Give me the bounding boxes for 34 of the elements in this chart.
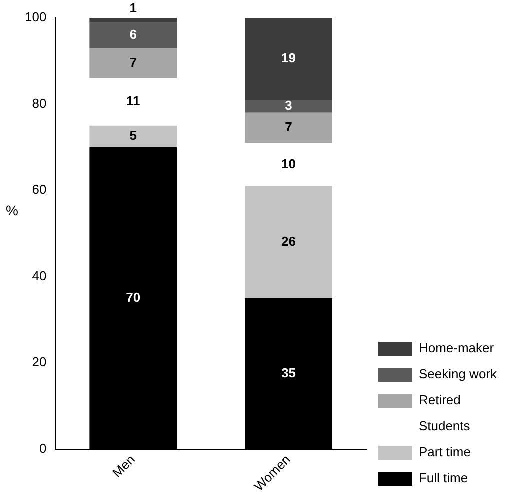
- bar: [90, 48, 178, 78]
- data-label: 10: [282, 156, 296, 172]
- data-label: 7: [285, 120, 292, 135]
- y-axis-title: %: [6, 202, 18, 219]
- bar: [90, 18, 178, 22]
- legend-label: Seeking work: [418, 366, 498, 382]
- bar: [245, 112, 332, 144]
- data-label: 19: [282, 50, 296, 66]
- bar: [245, 186, 332, 298]
- data-label: 70: [126, 290, 141, 306]
- text: Students: [418, 418, 471, 434]
- data-label: 6: [130, 26, 137, 42]
- legend-label: Part time: [418, 444, 471, 460]
- bar: [90, 126, 178, 148]
- data-label: 5: [130, 128, 137, 144]
- data-label: 11: [126, 94, 140, 109]
- bar: [90, 22, 178, 48]
- y-tick-label: 80: [32, 96, 47, 111]
- bar: [245, 100, 332, 113]
- data-label: 7: [130, 54, 137, 70]
- y-tick-label: 40: [32, 268, 47, 284]
- data-label: 3: [285, 98, 292, 114]
- data-label: 26: [282, 234, 296, 249]
- data-label: 1: [130, 0, 137, 16]
- y-tick-label: 60: [32, 182, 47, 198]
- legend-label: Full time: [418, 470, 468, 486]
- legend-label: Retired: [418, 392, 461, 408]
- y-tick-label: 0: [39, 441, 47, 456]
- x-tick-label: Men: [110, 452, 138, 481]
- legend-label: Home-maker: [418, 340, 495, 356]
- y-tick-label: 100: [24, 10, 47, 25]
- data-label: 35: [282, 366, 296, 381]
- bar: [245, 18, 332, 100]
- y-tick-label: 20: [32, 354, 47, 370]
